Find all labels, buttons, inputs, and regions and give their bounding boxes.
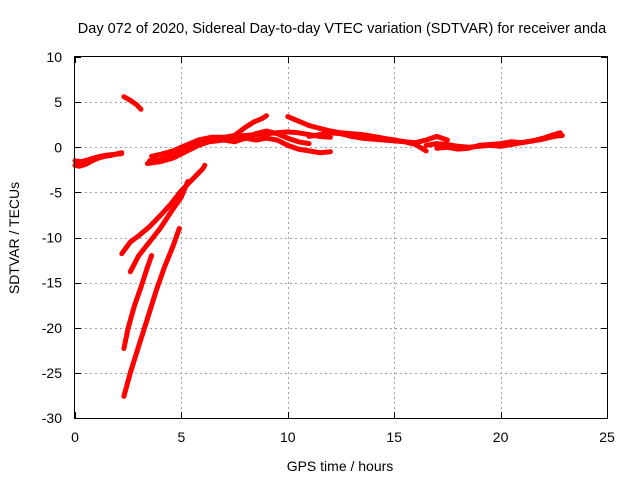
x-tick-label: 5	[178, 429, 186, 445]
series-line-arc-late-2	[306, 130, 450, 146]
y-tick-label: -30	[42, 410, 62, 426]
chart-title: Day 072 of 2020, Sidereal Day-to-day VTE…	[78, 21, 607, 37]
x-axis-title: GPS time / hours	[287, 458, 394, 474]
y-tick-label: -15	[42, 275, 62, 291]
x-tick-label: 20	[493, 429, 509, 445]
series-line-arc-rise-3	[121, 253, 155, 351]
y-tick-label: -5	[50, 184, 63, 200]
plot-frame	[74, 56, 608, 419]
x-tick-label: 0	[71, 429, 79, 445]
series-line-arc-mid-1	[147, 129, 333, 164]
series-line-arc-rise-2	[127, 179, 191, 275]
y-tick-label: 5	[54, 94, 62, 110]
series-line-arc-mid-2	[144, 128, 312, 166]
series-line-arc-rise-4	[121, 226, 182, 399]
series-line-arc-rise-1	[119, 162, 208, 257]
series-line-arc-early-morning-2	[72, 151, 125, 165]
x-tick-label: 10	[280, 429, 296, 445]
series-line-arc-late-4	[434, 133, 565, 152]
y-tick-label: 0	[54, 139, 62, 155]
y-tick-label: -20	[42, 320, 62, 336]
y-tick-label: -10	[42, 230, 62, 246]
x-tick-label: 15	[386, 429, 402, 445]
series-line-arc-short-high	[121, 94, 144, 112]
series-layer	[72, 94, 565, 399]
ticks: 0 5 10 15 20 25 -30 -25 -20 -15 -10 -5 0 5 10	[42, 49, 615, 445]
y-tick-label: -25	[42, 365, 62, 381]
y-axis-title: SDTVAR / TECUs	[6, 182, 22, 294]
y-tick-label: 10	[46, 49, 62, 65]
series-line-arc-mid-4	[242, 135, 333, 156]
series-line-arc-mid-3	[149, 113, 269, 159]
x-tick-label: 25	[599, 429, 615, 445]
